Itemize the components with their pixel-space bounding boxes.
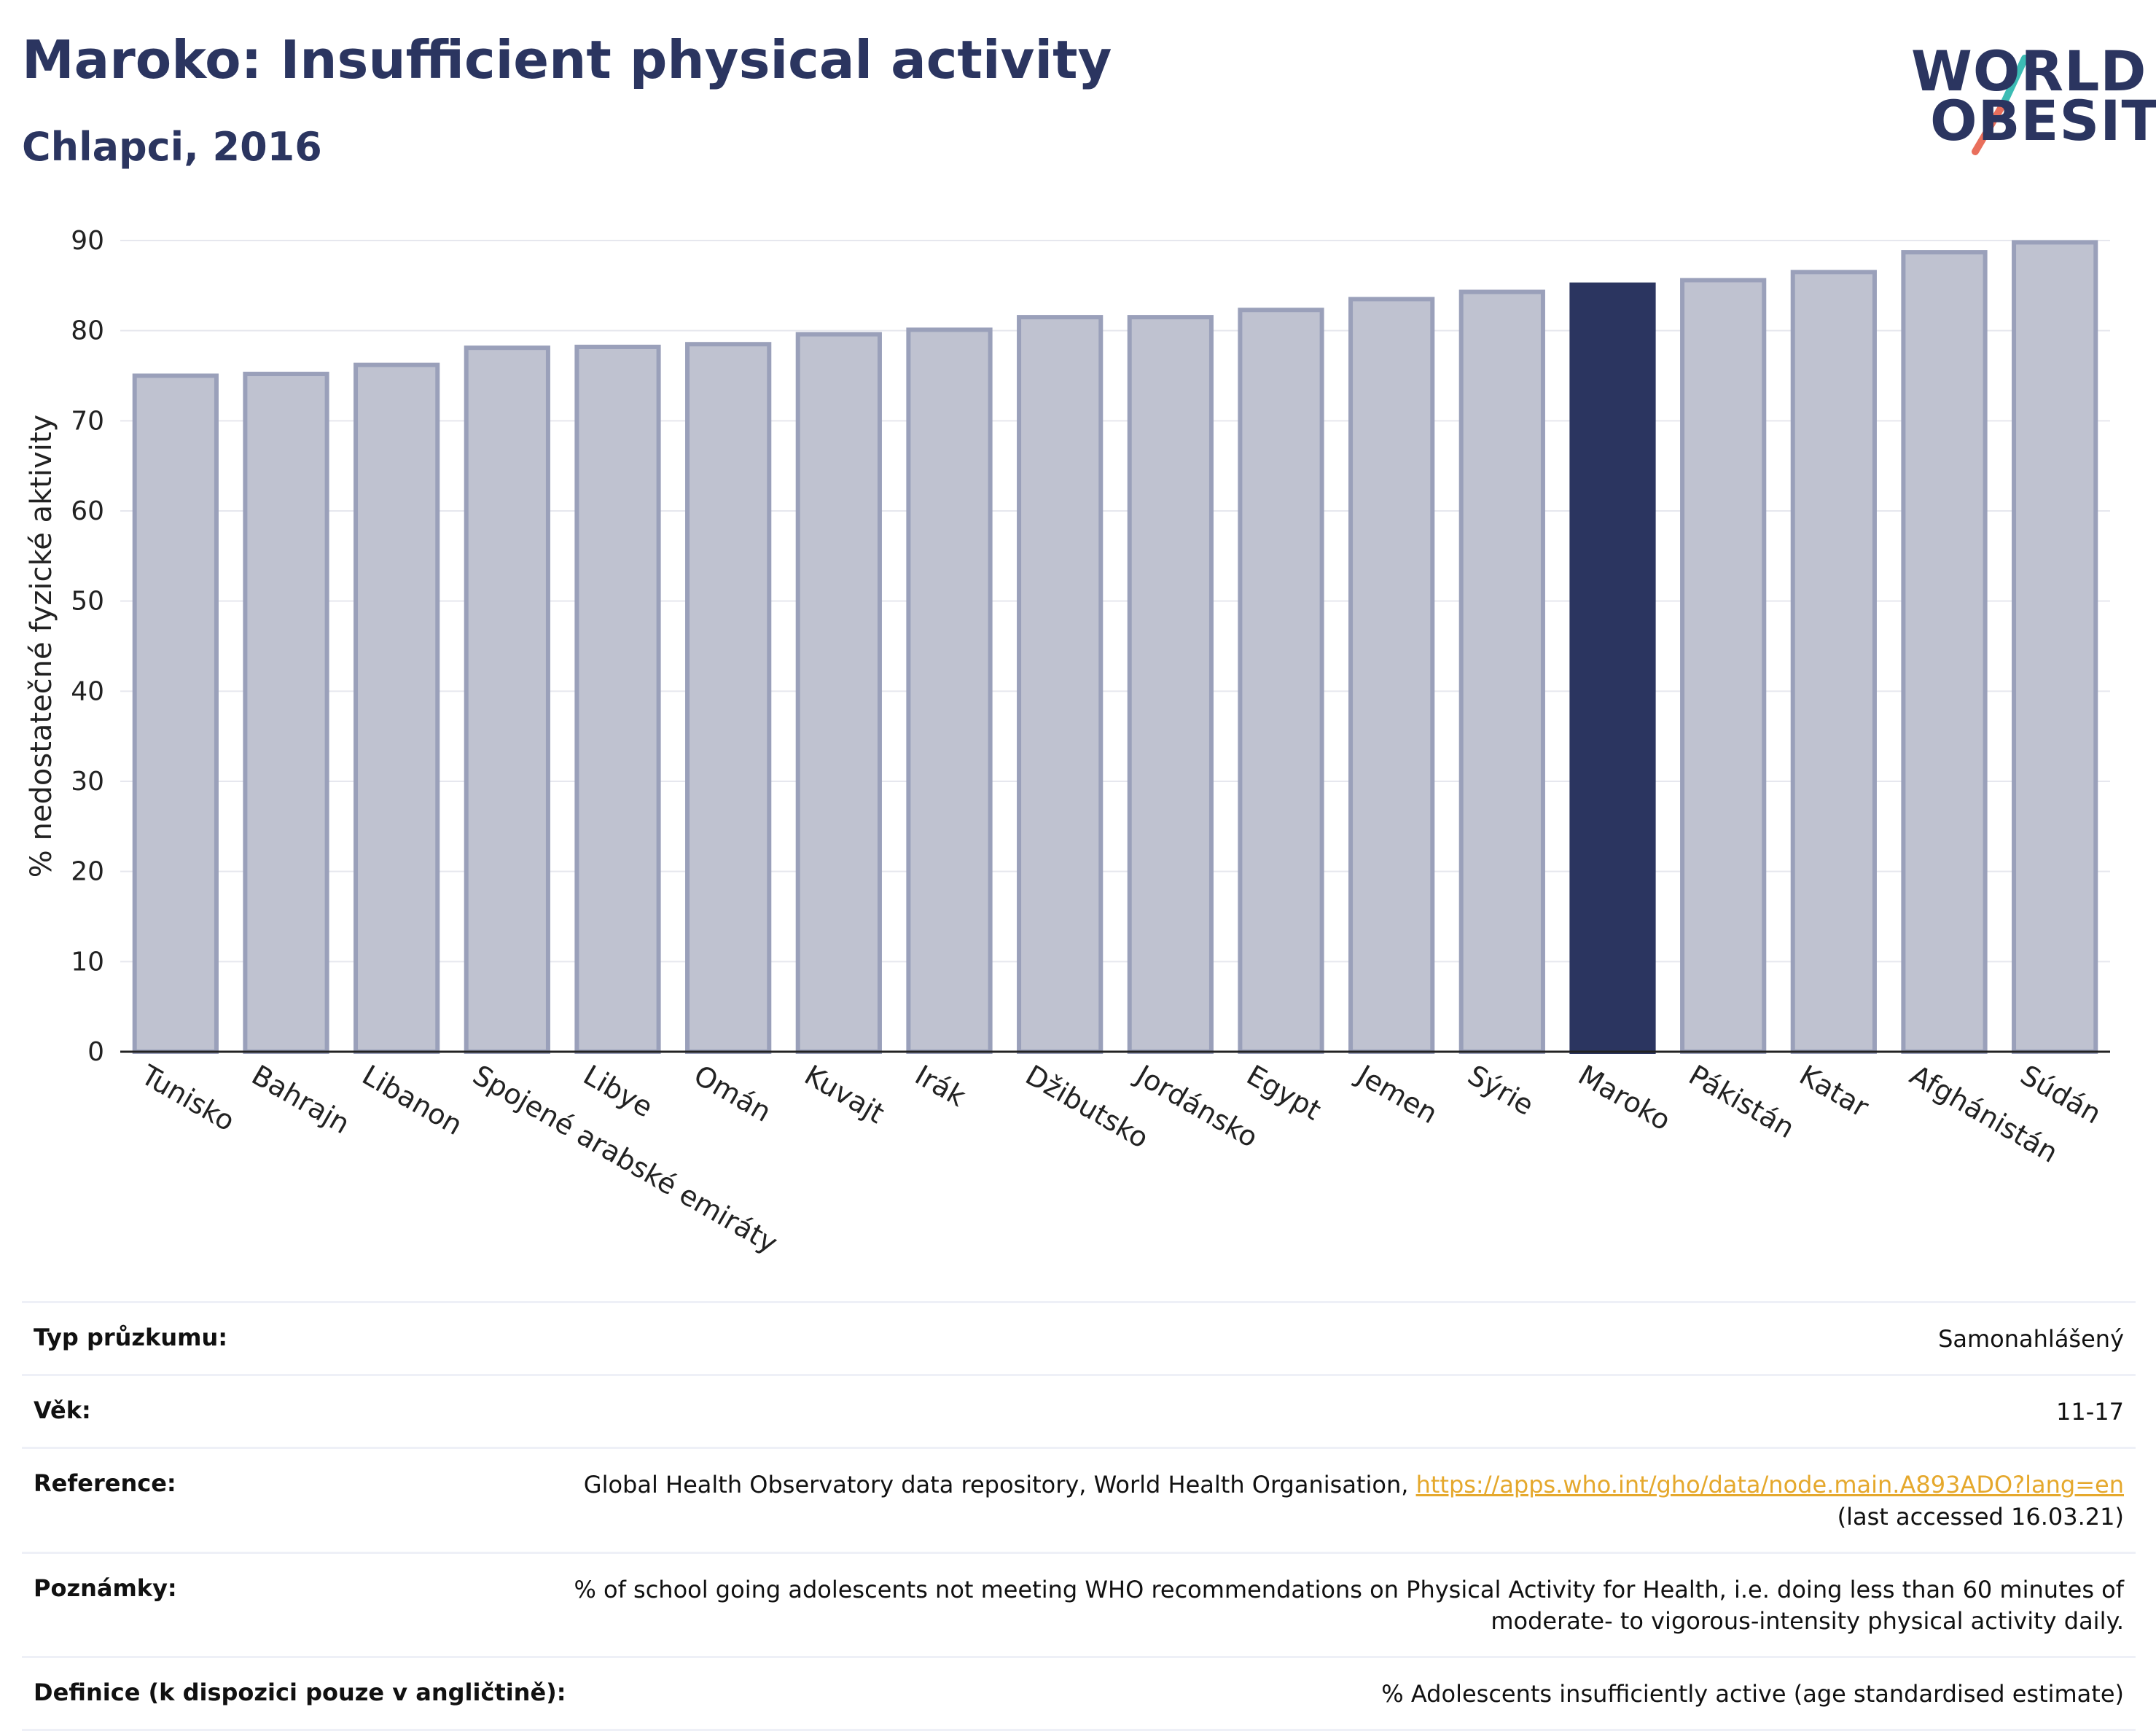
y-axis-label: % nedostatečné fyzické aktivity [25, 415, 58, 878]
x-tick-label: Omán [689, 1059, 777, 1128]
bar [243, 372, 329, 1054]
y-tick-label: 10 [71, 947, 104, 977]
info-row-reference: Reference: Global Health Observatory dat… [22, 1447, 2136, 1551]
x-tick-label: Egypt [1241, 1059, 1327, 1127]
bar [1569, 282, 1656, 1054]
logo-word-obesity: OBESITY [1930, 88, 2156, 153]
bar [132, 373, 219, 1054]
bar [1458, 289, 1545, 1055]
reference-text: Global Health Observatory data repositor… [583, 1471, 1409, 1499]
bar [1680, 278, 1767, 1054]
y-tick-label: 0 [87, 1037, 104, 1067]
info-label: Typ průzkumu: [34, 1324, 228, 1351]
x-tick-label: Jordánsko [1130, 1058, 1264, 1154]
reference-accessed: (last accessed 16.03.21) [1837, 1502, 2124, 1531]
info-value: % Adolescents insufficiently active (age… [1381, 1680, 2124, 1708]
info-label: Definice (k dispozici pouze v angličtině… [34, 1679, 566, 1707]
info-value: % of school going adolescents not meetin… [574, 1575, 2124, 1635]
x-tick-label: Katar [1794, 1059, 1874, 1124]
bar [574, 344, 661, 1054]
y-tick-label: 50 [71, 587, 104, 617]
y-tick-label: 30 [71, 767, 104, 797]
bar [2012, 240, 2098, 1054]
bar [1127, 315, 1214, 1055]
info-value: 11-17 [2056, 1398, 2124, 1426]
info-label: Věk: [34, 1396, 91, 1425]
info-row-survey-type: Typ průzkumu: Samonahlášený [22, 1301, 2136, 1374]
bar [795, 332, 882, 1054]
chart-title: Maroko: Insufficient physical activity [22, 29, 1112, 90]
logo-slash-icon [1972, 55, 2028, 155]
x-tick-label: Džibutsko [1020, 1059, 1155, 1154]
world-obesity-logo: WORLD OBESITY [1895, 29, 2156, 160]
x-tick-label: Sýrie [1462, 1059, 1539, 1122]
bar [464, 345, 550, 1054]
x-tick-label: Jemen [1351, 1058, 1443, 1130]
info-value: Global Health Observatory data repositor… [584, 1469, 2124, 1532]
x-tick-label: Kuvajt [799, 1059, 889, 1130]
x-tick-label: Pákistán [1684, 1059, 1800, 1145]
bar-chart: 0 10 20 30 40 50 60 70 80 90 Tunisko Bahrajn Libano… [25, 226, 2110, 1259]
x-tick-label: Maroko [1573, 1059, 1676, 1137]
bar [685, 342, 772, 1054]
chart-subtitle: Chlapci, 2016 [22, 124, 322, 170]
bar [906, 327, 993, 1054]
x-tick-label: Bahrajn [246, 1059, 355, 1141]
info-row-age: Věk: 11-17 [22, 1374, 2136, 1447]
y-tick-label: 70 [71, 406, 104, 436]
x-tick-label: Libye [578, 1059, 658, 1124]
y-axis-ticks: 0 10 20 30 40 50 60 70 80 90 [71, 226, 104, 1067]
info-label: Poznámky: [34, 1574, 177, 1602]
info-table: Typ průzkumu: Samonahlášený Věk: 11-17 R… [22, 1301, 2136, 1731]
bar [1238, 308, 1324, 1054]
x-tick-label: Irák [910, 1059, 971, 1113]
x-tick-label: Súdán [2015, 1059, 2107, 1130]
x-axis-ticks: Tunisko Bahrajn Libanon Spojené arabské emi… [135, 1058, 2106, 1259]
y-tick-label: 90 [71, 226, 104, 256]
bar [1790, 270, 1877, 1055]
y-tick-label: 20 [71, 857, 104, 887]
bar [1901, 250, 1988, 1055]
logo-word-world: WORLD [1911, 39, 2147, 103]
bar [354, 362, 440, 1055]
y-tick-label: 80 [71, 316, 104, 346]
x-tick-label: Libanon [357, 1059, 468, 1141]
bars [132, 240, 2098, 1055]
info-label: Reference: [34, 1469, 176, 1498]
info-value: Samonahlášený [1938, 1325, 2124, 1353]
bar [1348, 297, 1435, 1055]
y-tick-label: 40 [71, 676, 104, 706]
y-tick-label: 60 [71, 496, 104, 526]
reference-link[interactable]: https://apps.who.int/gho/data/node.main.… [1415, 1471, 2124, 1499]
info-row-notes: Poznámky: % of school going adolescents … [22, 1551, 2136, 1656]
x-tick-label: Tunisko [135, 1058, 240, 1138]
bar [1017, 315, 1104, 1055]
info-row-definition: Definice (k dispozici pouze v angličtině… [22, 1656, 2136, 1731]
